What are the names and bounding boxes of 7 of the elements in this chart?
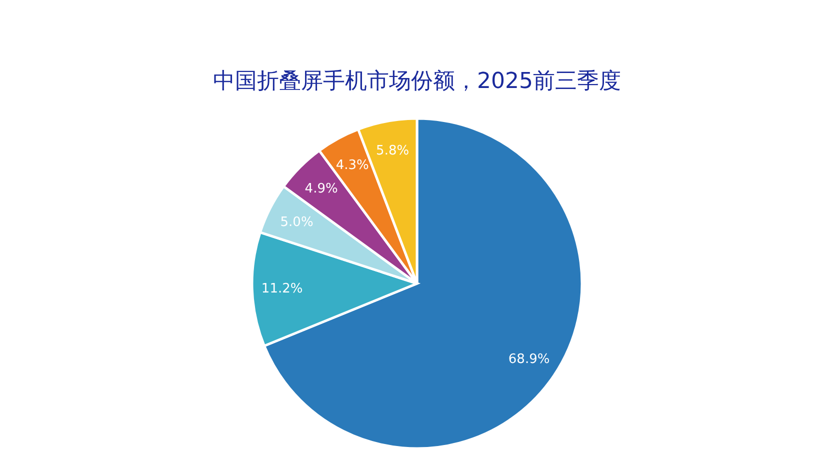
data-label: 5.0% [280,215,314,230]
data-label: 68.9% [508,352,550,367]
data-label: 4.3% [336,158,369,173]
data-label: 5.8% [376,144,410,159]
data-label: 11.2% [261,281,303,296]
chart-title: 中国折叠屏手机市场份额，2025前三季度 [213,69,621,94]
data-label: 4.9% [304,181,338,196]
